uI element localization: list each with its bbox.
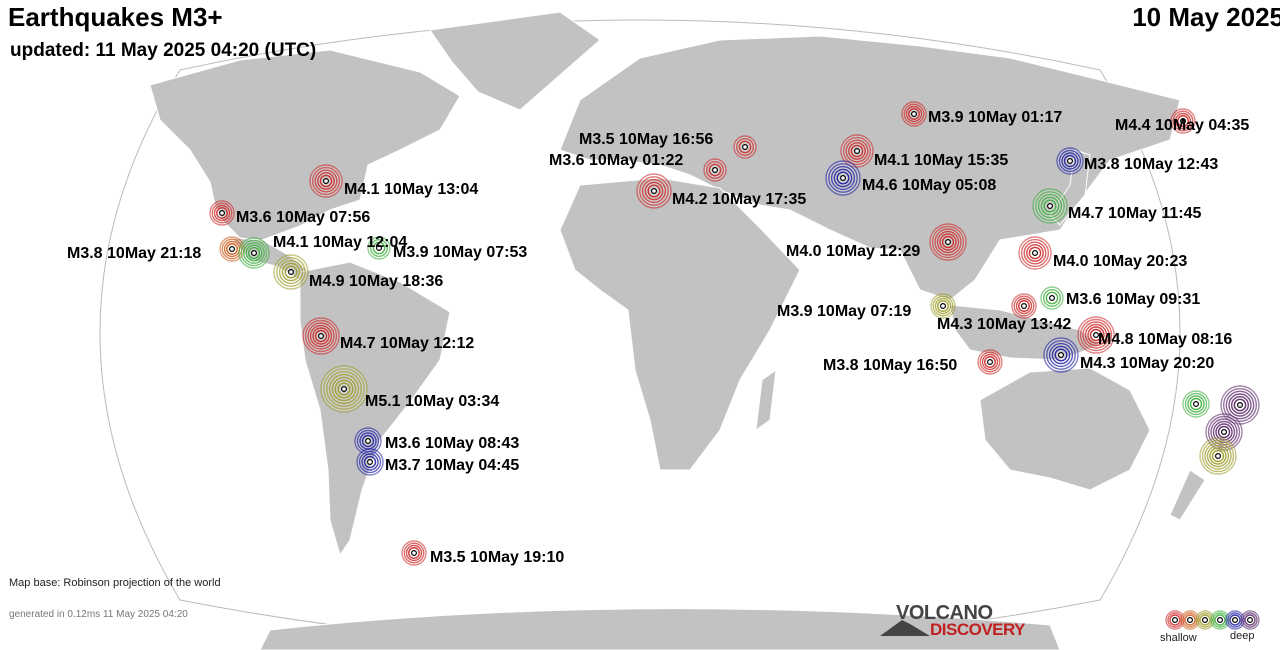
depth-legend: shallow deep <box>1158 608 1268 648</box>
quake-label: M3.8 10May 16:50 <box>823 357 958 374</box>
quake-marker[interactable] <box>401 540 427 566</box>
quake-marker[interactable] <box>901 101 927 127</box>
quake-marker[interactable] <box>1043 337 1079 373</box>
land-new-zealand <box>1169 469 1206 521</box>
quake-label: M4.3 10May 20:20 <box>1080 355 1215 372</box>
legend-depth-ring <box>1240 610 1260 630</box>
legend-depth-ring <box>1165 610 1185 630</box>
page-title: Earthquakes M3+ <box>8 2 223 32</box>
quake-label: M3.9 10May 07:19 <box>777 303 912 320</box>
quake-marker[interactable] <box>309 164 343 198</box>
legend-depth-ring <box>1225 610 1245 630</box>
quake-label: M3.5 10May 16:56 <box>579 131 714 148</box>
volcano-mountain-icon <box>880 620 930 636</box>
quake-marker[interactable] <box>1199 437 1237 475</box>
quake-label: M3.6 10May 08:43 <box>385 435 520 452</box>
quake-markers <box>209 101 1260 566</box>
quake-label: M4.7 10May 12:12 <box>340 335 475 352</box>
land-masses <box>149 11 1206 650</box>
quake-label: M4.1 10May 13:04 <box>344 181 479 198</box>
quake-label: M3.5 10May 19:10 <box>430 549 565 566</box>
quake-marker[interactable] <box>1056 147 1084 175</box>
quake-label: M3.6 10May 01:22 <box>549 152 684 169</box>
quake-marker[interactable] <box>1032 188 1068 224</box>
quake-label: M3.8 10May 12:43 <box>1084 156 1219 173</box>
legend-depth-ring <box>1210 610 1230 630</box>
land-south-america <box>299 261 451 557</box>
legend-shallow-label: shallow <box>1160 632 1197 644</box>
updated-timestamp: updated: 11 May 2025 04:20 (UTC) <box>10 40 317 61</box>
quake-marker[interactable] <box>1182 390 1210 418</box>
map-base-note: Map base: Robinson projection of the wor… <box>9 577 221 589</box>
quake-marker[interactable] <box>840 134 874 168</box>
quake-marker[interactable] <box>703 158 727 182</box>
quake-label: M4.1 10May 15:35 <box>874 152 1009 169</box>
quake-label: M4.8 10May 08:16 <box>1098 331 1233 348</box>
quake-marker[interactable] <box>354 427 382 455</box>
quake-label: M3.6 10May 09:31 <box>1066 291 1201 308</box>
land-north-america <box>149 49 461 241</box>
quake-label: M4.1 10May 12:04 <box>273 234 408 251</box>
quake-label: M4.0 10May 12:29 <box>786 243 921 260</box>
land-africa <box>559 177 801 471</box>
quake-marker[interactable] <box>977 349 1003 375</box>
legend-depth-ring <box>1180 610 1200 630</box>
legend-depth-ring <box>1195 610 1215 630</box>
quake-label: M4.2 10May 17:35 <box>672 191 807 208</box>
generated-note: generated in 0.12ms 11 May 2025 04:20 <box>9 609 188 620</box>
quake-marker[interactable] <box>636 173 672 209</box>
quake-marker[interactable] <box>929 223 967 261</box>
date-heading: 10 May 2025 <box>1132 2 1280 32</box>
quake-label: M3.7 10May 04:45 <box>385 457 520 474</box>
quake-marker[interactable] <box>825 160 861 196</box>
quake-label: M3.9 10May 07:53 <box>393 244 528 261</box>
land-greenland <box>429 11 601 111</box>
quake-marker[interactable] <box>320 365 368 413</box>
land-europe-asia <box>559 35 1181 301</box>
volcano-discovery-logo[interactable]: VOLCANO DISCOVERY <box>880 600 1040 644</box>
quake-label: M4.4 10May 04:35 <box>1115 117 1250 134</box>
quake-label: M5.1 10May 03:34 <box>365 393 500 410</box>
quake-label: M4.3 10May 13:42 <box>937 316 1072 333</box>
quake-label: M4.6 10May 05:08 <box>862 177 997 194</box>
quake-marker[interactable] <box>356 448 384 476</box>
quake-marker[interactable] <box>1077 316 1115 354</box>
quake-marker[interactable] <box>302 317 340 355</box>
quake-marker[interactable] <box>733 135 757 159</box>
quake-marker[interactable] <box>1011 293 1037 319</box>
quake-marker[interactable] <box>1170 108 1196 134</box>
quake-label: M4.7 10May 11:45 <box>1068 205 1202 222</box>
depth-legend-circles <box>1165 610 1260 630</box>
logo-line-2: DISCOVERY <box>930 620 1026 639</box>
quake-label: M3.6 10May 07:56 <box>236 209 371 226</box>
land-madagascar <box>755 368 777 432</box>
quake-label: M4.9 10May 18:36 <box>309 273 444 290</box>
quake-label: M3.9 10May 01:17 <box>928 109 1063 126</box>
quake-marker[interactable] <box>1040 286 1064 310</box>
legend-deep-label: deep <box>1230 630 1255 642</box>
land-antarctica <box>259 608 1061 650</box>
quake-marker[interactable] <box>238 237 270 269</box>
quake-label: M3.8 10May 21:18 <box>67 245 202 262</box>
quake-marker[interactable] <box>930 293 956 319</box>
logo-line-1: VOLCANO <box>896 602 993 624</box>
quake-label: M4.0 10May 20:23 <box>1053 253 1188 270</box>
quake-marker[interactable] <box>273 254 309 290</box>
quake-marker[interactable] <box>1018 236 1052 270</box>
quake-marker[interactable] <box>367 236 391 260</box>
quake-marker[interactable] <box>209 200 235 226</box>
